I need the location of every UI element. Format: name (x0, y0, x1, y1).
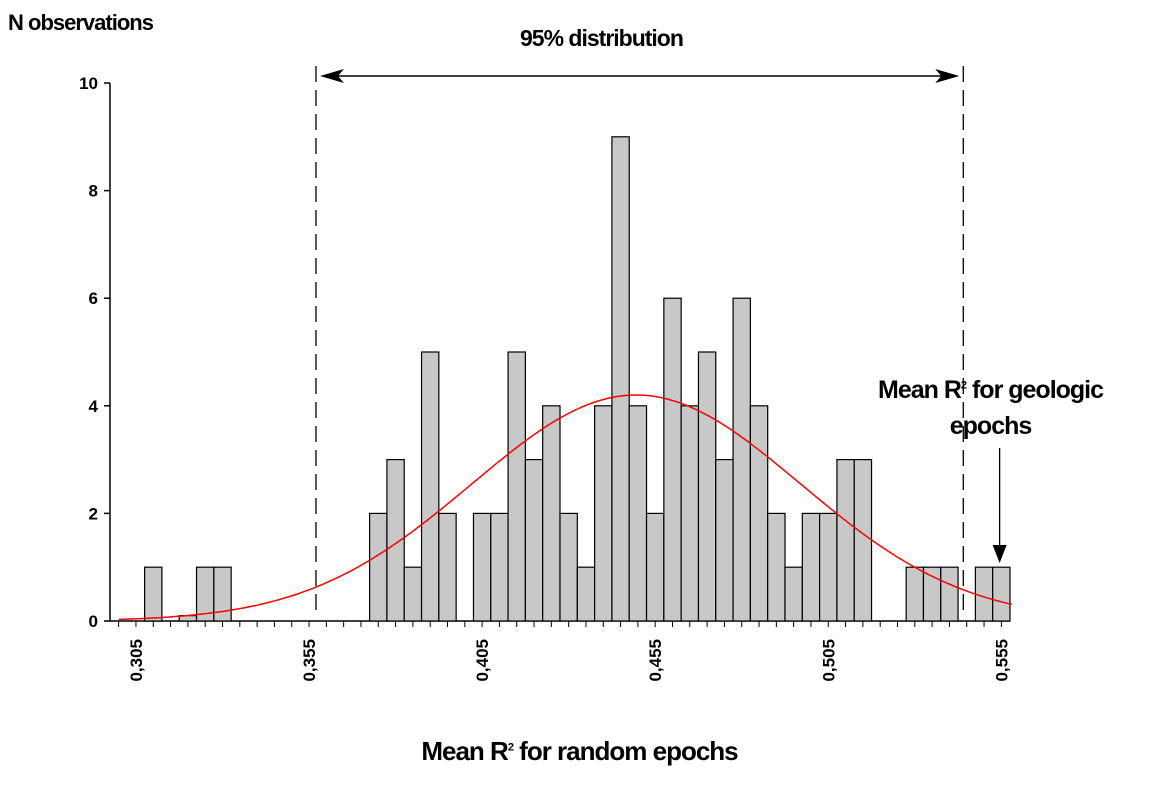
annotation-line1: Mean R (878, 376, 962, 404)
histogram-bar (715, 459, 734, 622)
histogram-bar (663, 297, 682, 622)
histogram-bar (697, 351, 717, 622)
x-axis-label-rest: for random epochs (512, 736, 738, 766)
histogram-bar (940, 566, 959, 622)
normal-fit-curve (118, 394, 1012, 621)
annotation-line1-rest: for geologic (966, 376, 1104, 404)
histogram-bar (438, 512, 457, 622)
histogram-bar (732, 297, 751, 622)
histogram-bar (507, 351, 526, 622)
histogram-bar (594, 405, 613, 622)
histogram-bar (559, 512, 578, 622)
x-axis-label: Mean R2 for random epochs (0, 736, 1159, 767)
x-tick-label: 0,355 (300, 639, 319, 682)
interval-layer (315, 66, 1007, 615)
annotation-sup: 2 (960, 379, 967, 392)
interval-label: 95% distribution (520, 25, 684, 51)
histogram-bar (749, 405, 769, 622)
y-tick-label: 2 (89, 504, 98, 523)
y-axis-label: N observations (8, 10, 154, 35)
x-tick-label: 0,505 (819, 639, 838, 682)
normal-curve-layer (118, 394, 1012, 621)
histogram-bar (836, 459, 855, 622)
histogram-bar (922, 566, 942, 622)
interval-arrowhead-right (935, 69, 960, 83)
x-tick-label: 0,305 (127, 639, 146, 682)
histogram-bar (628, 405, 648, 622)
histogram-bar (403, 566, 423, 622)
histogram-bar (472, 512, 492, 622)
annotation-text: Mean R2 for geologic epochs (878, 372, 1104, 444)
histogram-bar (490, 512, 509, 622)
y-tick-label: 10 (79, 74, 98, 93)
histogram-bar (213, 566, 232, 622)
histogram-bar (905, 566, 925, 622)
histogram-bar (611, 136, 630, 622)
annotation-arrowhead (992, 545, 1007, 563)
x-axis-label-sup: 2 (507, 741, 514, 754)
x-tick-label: 0,405 (473, 639, 492, 682)
y-tick-label: 0 (89, 612, 98, 631)
y-tick-label: 4 (89, 397, 99, 416)
histogram-bar (974, 566, 994, 622)
histogram-bar (576, 566, 596, 622)
x-axis-label-main: Mean R (421, 736, 508, 766)
histogram-bar (801, 512, 821, 622)
histogram-bar (680, 405, 700, 622)
y-tick-label: 6 (89, 289, 98, 308)
y-tick-label: 8 (89, 182, 98, 201)
histogram-bar (542, 405, 561, 622)
axes-layer: 0 2 4 6 8 10 0,305 0,355 0,405 0,455 0,505 0,555 (79, 74, 1011, 682)
histogram-bar (645, 512, 665, 622)
histogram-bar (524, 459, 544, 622)
annotation-line2: epochs (949, 412, 1033, 440)
histogram-bar (784, 566, 803, 622)
histogram-bar (819, 512, 838, 622)
histogram-bar (992, 566, 1011, 622)
histogram-bar (386, 459, 405, 622)
histogram-bar (853, 459, 873, 622)
interval-arrowhead-left (319, 69, 344, 83)
x-tick-label: 0,455 (646, 639, 665, 682)
histogram-bar (369, 512, 388, 622)
x-tick-label: 0,555 (992, 639, 1011, 682)
histogram-bar (767, 512, 786, 622)
histogram-bar (420, 351, 440, 622)
bars-layer (144, 136, 1011, 622)
histogram-bar (144, 566, 163, 622)
